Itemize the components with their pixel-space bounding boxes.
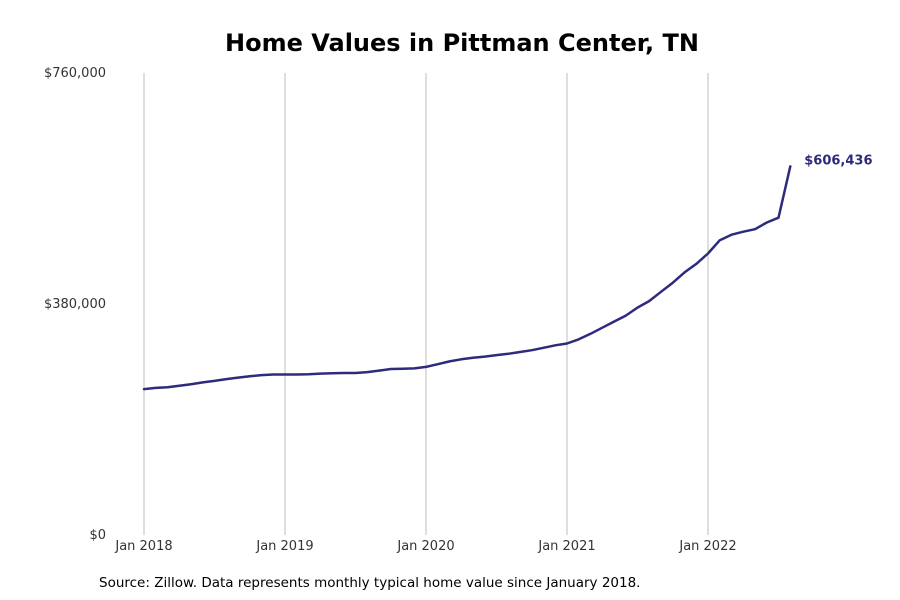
x-tick-label: Jan 2022 bbox=[678, 539, 736, 554]
source-note: Source: Zillow. Data represents monthly … bbox=[99, 575, 640, 591]
y-axis-ticks: $0 $380,000 $760,000 bbox=[44, 66, 106, 543]
x-tick-label: Jan 2018 bbox=[114, 539, 172, 554]
y-tick-label: $380,000 bbox=[44, 297, 106, 312]
y-tick-label: $0 bbox=[89, 528, 106, 543]
y-tick-label: $760,000 bbox=[44, 66, 106, 81]
x-axis-ticks: Jan 2018 Jan 2019 Jan 2020 Jan 2021 Jan 2022 bbox=[114, 539, 736, 554]
series-line-home-values bbox=[142, 165, 792, 391]
end-value-label: $606,436 bbox=[804, 153, 872, 168]
x-tick-label: Jan 2021 bbox=[537, 539, 595, 554]
x-tick-label: Jan 2019 bbox=[255, 539, 313, 554]
grid-lines bbox=[143, 73, 709, 535]
x-tick-label: Jan 2020 bbox=[396, 539, 454, 554]
chart-title: Home Values in Pittman Center, TN bbox=[225, 29, 699, 57]
